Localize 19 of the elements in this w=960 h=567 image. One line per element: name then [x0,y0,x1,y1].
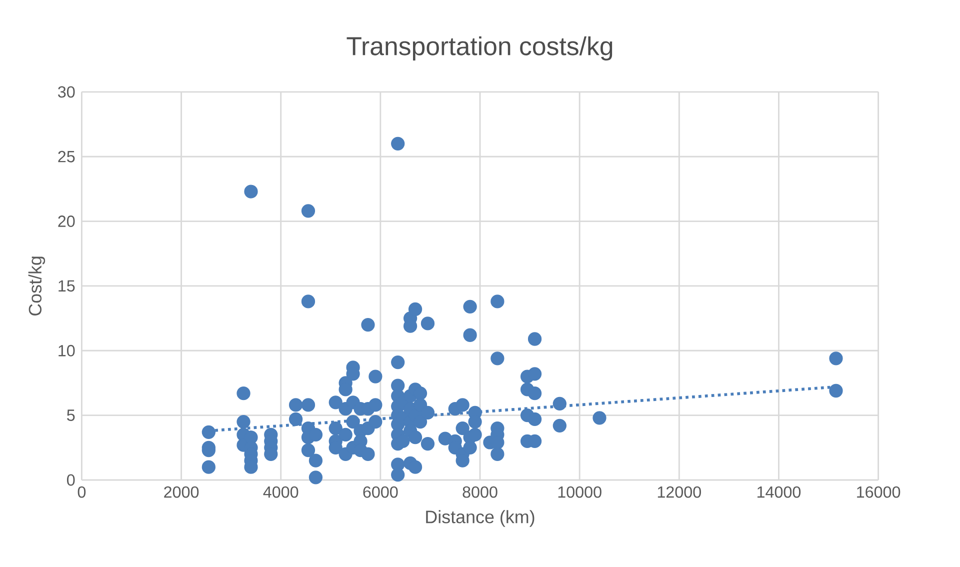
x-tick-label: 6000 [363,486,398,498]
y-tick-label: 25 [58,150,75,162]
x-tick-label: 16000 [857,486,900,498]
y-tick-label: 5 [67,410,75,422]
x-tick-label: 2000 [164,486,199,498]
y-tick-label: 15 [58,280,75,292]
x-tick-label: 12000 [658,486,701,498]
y-axis-title: Cost/kg [28,256,46,316]
x-tick-label: 14000 [758,486,801,498]
y-tick-label: 0 [67,474,75,486]
x-tick-label: 4000 [263,486,298,498]
chart-title: Transportation costs/kg [346,36,612,61]
x-tick-label: 10000 [558,486,602,498]
y-tick-label: 20 [58,216,75,228]
y-tick-label: 10 [58,345,75,356]
x-tick-label: 8000 [462,486,498,498]
x-tick-label: 0 [78,486,86,498]
x-axis-title: Distance (km) [426,510,534,527]
y-tick-label: 30 [58,86,75,98]
